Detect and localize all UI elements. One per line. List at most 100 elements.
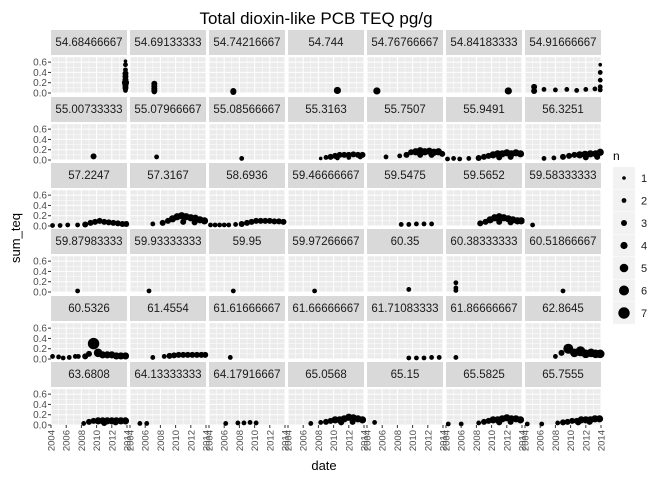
data-point <box>560 419 566 426</box>
facet-strip <box>288 97 364 122</box>
data-point <box>257 217 264 224</box>
facet-label: 54.68466667 <box>55 37 122 49</box>
facet-panel: 64.17916667 <box>208 362 286 426</box>
data-point <box>372 420 377 425</box>
facet-strip <box>525 296 601 321</box>
data-point <box>184 351 191 358</box>
facet-panel: 58.6936 <box>208 163 287 228</box>
data-point <box>341 151 348 158</box>
facet-label: 55.7507 <box>384 104 426 116</box>
data-point <box>75 288 80 294</box>
data-point <box>553 87 558 93</box>
facet-label: 55.00733333 <box>55 104 122 116</box>
data-point <box>101 419 108 426</box>
x-tick-label: 2004 <box>442 430 453 451</box>
x-tick-label: 2006 <box>62 430 73 451</box>
x-tick-label: 2008 <box>551 430 562 451</box>
facet-strip <box>51 296 127 321</box>
data-point <box>564 418 571 425</box>
facet-strip <box>446 296 522 321</box>
data-point <box>230 88 237 95</box>
data-point <box>86 418 92 425</box>
data-point <box>582 154 589 161</box>
facet-panel: 59.58333333 <box>524 163 602 228</box>
data-point <box>445 156 450 162</box>
data-point <box>123 88 128 93</box>
facet-panel: 55.3163 <box>287 97 366 161</box>
facet-panel: 64.13333333 <box>129 362 207 426</box>
facet-label: 63.6808 <box>68 369 110 381</box>
x-tick-label: 2012 <box>344 430 355 451</box>
data-point <box>75 354 81 359</box>
facet-strip <box>446 30 522 55</box>
x-tick-label: 2014 <box>202 430 213 451</box>
data-point <box>230 288 236 294</box>
data-point <box>524 421 530 427</box>
facet-label: 59.93333333 <box>134 236 201 248</box>
data-point <box>398 222 404 227</box>
facet-label: 59.46666667 <box>292 170 359 182</box>
x-tick-label: 2012 <box>107 430 118 451</box>
facet-panel: 54.74216667 <box>208 30 286 95</box>
data-point <box>560 288 566 294</box>
data-point <box>445 421 451 427</box>
facet-label: 59.97266667 <box>292 236 359 248</box>
legend-symbol <box>620 241 628 250</box>
data-point <box>154 154 160 160</box>
facet-panel: 60.35 <box>366 229 444 293</box>
data-point <box>191 219 198 226</box>
facet-strip <box>51 362 127 387</box>
data-point <box>597 70 603 75</box>
y-tick-label: 0.0 <box>33 355 47 366</box>
data-point <box>266 217 273 224</box>
facet-strip <box>288 163 364 188</box>
data-point <box>114 220 121 227</box>
data-point <box>597 77 603 83</box>
data-point <box>253 420 259 426</box>
facet-label: 61.86666667 <box>450 303 517 315</box>
x-tick-label: 2008 <box>77 430 88 451</box>
data-point <box>555 420 561 426</box>
data-point <box>253 217 260 224</box>
x-tick-label: 2004 <box>47 430 58 451</box>
x-tick-label: 2006 <box>141 430 152 451</box>
x-tick-label: 2014 <box>123 430 134 451</box>
data-point <box>574 88 580 93</box>
data-point <box>553 354 558 359</box>
facet-panel: 59.93333333 <box>129 229 207 294</box>
data-point <box>50 354 55 359</box>
y-tick-label: 0.2 <box>33 145 47 156</box>
facet-label: 65.7555 <box>542 369 584 381</box>
y-tick-label: 0.4 <box>33 135 47 146</box>
data-point <box>457 156 463 162</box>
data-point <box>517 217 525 225</box>
facet-strip <box>288 30 364 55</box>
data-point <box>262 217 269 224</box>
x-tick-label: 2012 <box>265 430 276 451</box>
legend-symbol <box>622 176 626 180</box>
data-point <box>82 221 89 228</box>
facet-strip <box>367 97 443 122</box>
data-point <box>575 419 582 426</box>
facet-label: 54.91666667 <box>529 37 596 49</box>
x-tick-label: 2010 <box>408 430 419 451</box>
y-tick-label: 0.6 <box>33 125 47 136</box>
legend-label: 4 <box>641 241 647 253</box>
legend-symbol <box>621 220 627 226</box>
data-point <box>516 150 525 158</box>
facet-panel: 59.46666667 <box>287 163 365 227</box>
x-tick-label: 2014 <box>597 430 608 451</box>
chart-title: Total dioxin-like PCB TEQ pg/g <box>199 9 432 28</box>
data-point <box>75 222 80 228</box>
legend-title: n <box>613 149 620 163</box>
facet-strip <box>367 30 443 55</box>
facet-label: 61.61666667 <box>213 303 280 315</box>
facet-panel: 59.5475 <box>366 163 444 227</box>
facet-strip <box>446 97 522 122</box>
data-point <box>598 62 603 67</box>
data-point <box>60 355 66 361</box>
x-tick-label: 2004 <box>521 430 532 451</box>
data-point <box>594 153 601 160</box>
x-tick-label: 2004 <box>284 430 295 451</box>
